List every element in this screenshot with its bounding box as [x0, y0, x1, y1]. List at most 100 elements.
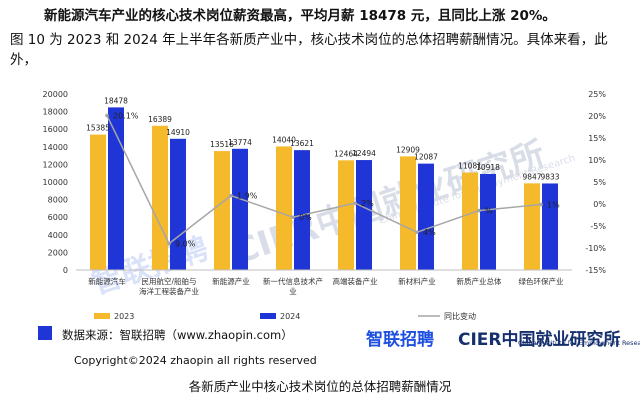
legend-2023-swatch	[94, 313, 110, 319]
yoy-point	[539, 202, 543, 207]
right-axis-tick-label: 25%	[588, 90, 606, 99]
yoy-point	[477, 208, 481, 213]
right-axis-tick-label: -10%	[585, 244, 606, 253]
salary-combo-chart: 智联招聘 CIER中国就业研究所 China Institute for Emp…	[43, 90, 607, 321]
right-axis-tick-label: -5%	[590, 222, 606, 231]
yoy-point	[105, 113, 109, 118]
right-axis-tick-label: 5%	[593, 178, 606, 187]
bar-value-label: 14910	[166, 128, 190, 137]
left-axis-tick-label: 4000	[48, 231, 68, 240]
bar-2023	[214, 151, 230, 270]
yoy-value-label: %	[485, 207, 493, 216]
left-axis-tick-label: 8000	[48, 196, 68, 205]
right-axis-tick-label: -15%	[585, 266, 606, 275]
bar-value-label: 9833	[540, 172, 559, 181]
category-label: 新能源产业	[212, 276, 250, 286]
right-axis-tick-label: 15%	[588, 134, 606, 143]
legend-2024-label: 2024	[280, 312, 300, 321]
figure-caption: 各新质产业中核心技术岗位的总体招聘薪酬情况	[188, 379, 452, 394]
legend-2024-swatch	[260, 313, 276, 319]
bar-value-label: 15385	[86, 124, 110, 133]
bar-value-label: 13621	[290, 139, 314, 148]
yoy-value-label: 0%	[299, 213, 312, 222]
category-label: 海洋工程装备产业	[139, 286, 199, 296]
right-axis-tick-label: 0%	[593, 200, 606, 209]
cier-logo: CIER中国就业研究所	[458, 330, 621, 350]
left-axis-tick-label: 14000	[43, 143, 68, 152]
bar-2023	[400, 156, 416, 270]
bar-2023	[524, 183, 540, 270]
bar-2024	[418, 163, 434, 270]
bar-value-label: 13516	[210, 140, 234, 149]
bar-2024	[480, 173, 496, 270]
category-label: 高端装备产业	[333, 276, 378, 286]
yoy-value-label: 4%	[423, 228, 436, 237]
category-label: 绿色环保产业	[519, 276, 564, 286]
bar-2024	[542, 183, 558, 270]
right-axis-ticks: -15% -10% -5% 0% 5% 10% 15% 20% 25%	[585, 90, 606, 275]
bar-2024	[294, 150, 310, 270]
yoy-point	[353, 201, 357, 205]
bar-2023	[90, 134, 106, 270]
legend-2023-label: 2023	[114, 312, 134, 321]
bar-value-label: 12464	[334, 149, 358, 158]
bar-2024	[356, 160, 372, 270]
category-label: 新能源汽车	[88, 276, 126, 286]
bar-2024	[232, 148, 248, 270]
category-label: 新材料产业	[398, 276, 436, 286]
yoy-value-label: 20.1%	[113, 112, 139, 121]
zhilian-logo: 智联招聘	[366, 330, 434, 350]
yoy-value-label: 1%	[547, 200, 560, 209]
copyright-text: Copyright©2024 zhaopin all rights reserv…	[74, 354, 317, 367]
yoy-point	[415, 230, 419, 234]
yoy-value-label: 9.0%	[175, 240, 196, 249]
left-axis-tick-label: 16000	[43, 125, 68, 134]
bar-value-label: 14040	[272, 135, 296, 144]
bar-value-label: 11081	[458, 161, 482, 170]
intro-body-text: 图 10 为 2023 和 2024 年上半年各新质产业中，核心技术岗位的总体招…	[10, 32, 608, 68]
category-label: 业	[289, 286, 297, 296]
bar-2023	[152, 125, 168, 270]
left-axis-ticks: 0 2000 4000 6000 8000 10000 12000 14000 16000 180…	[43, 90, 68, 275]
yoy-value-label: 1.9%	[237, 192, 258, 201]
category-label: 新质产业总体	[457, 276, 502, 286]
left-axis-tick-label: 20000	[43, 90, 68, 99]
left-axis-tick-label: 10000	[43, 178, 68, 187]
bar-2023	[338, 160, 354, 270]
cier-logo-subtitle: China Institute for Employment Research	[518, 339, 640, 347]
right-axis-tick-label: 20%	[588, 112, 606, 121]
bar-value-label: 12494	[352, 149, 376, 158]
legend: 2023 2024 同比变动	[94, 311, 476, 321]
bar-2023	[462, 172, 478, 270]
category-label: 新一代信息技术产	[263, 276, 323, 286]
bar-value-label: 10918	[476, 163, 500, 172]
yoy-line-series	[105, 113, 543, 246]
bar-2024	[108, 107, 124, 270]
data-source-text: 数据来源：智联招聘（www.zhaopin.com）	[62, 328, 293, 342]
yoy-value-label: 2%	[361, 199, 374, 208]
left-axis-tick-label: 6000	[48, 213, 68, 222]
category-label: 民用航空/船舶与	[141, 276, 196, 286]
left-axis-tick-label: 18000	[43, 108, 68, 117]
source-marker	[38, 326, 52, 340]
bar-value-label: 18478	[104, 96, 128, 105]
bar-value-label: 12909	[396, 145, 420, 154]
yoy-point	[291, 215, 295, 219]
yoy-line	[106, 115, 542, 245]
bar-2024	[170, 138, 186, 270]
yoy-point	[229, 193, 233, 198]
left-axis-tick-label: 0	[63, 266, 68, 275]
intro-highlight-text: 新能源汽车产业的核心技术岗位薪资最高，平均月薪 18478 元，且同比上涨 20…	[44, 8, 556, 24]
left-axis-tick-label: 2000	[48, 248, 68, 257]
legend-yoy-label: 同比变动	[444, 311, 476, 321]
yoy-point	[167, 241, 171, 246]
bar-value-label: 9847	[522, 172, 541, 181]
bar-value-label: 12087	[414, 153, 438, 162]
bar-value-label: 13774	[228, 138, 252, 147]
bar-value-label: 16389	[148, 115, 172, 124]
bar-2023	[276, 146, 292, 270]
left-axis-tick-label: 12000	[43, 160, 68, 169]
right-axis-tick-label: 10%	[588, 156, 606, 165]
